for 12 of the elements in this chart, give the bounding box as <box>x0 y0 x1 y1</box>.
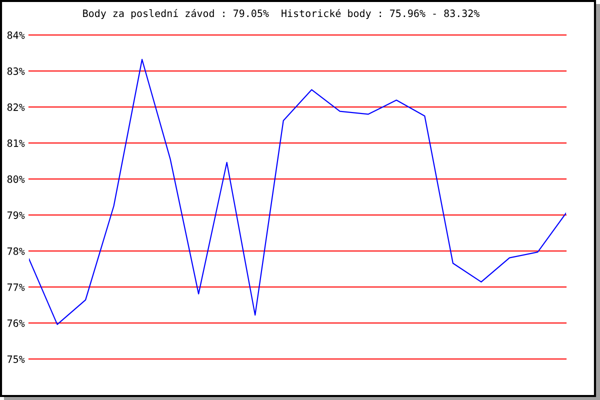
chart-title: Body za poslední závod : 79.05% Historické body : 75.96% - 83.32% <box>83 8 480 20</box>
y-tick-label: 83% <box>7 67 25 75</box>
y-tick-label: 76% <box>7 319 25 327</box>
line-series <box>29 58 566 325</box>
y-tick-label: 79% <box>7 211 25 219</box>
y-tick-label: 82% <box>7 103 25 111</box>
y-tick-label: 75% <box>7 356 25 363</box>
y-tick-label: 77% <box>7 284 25 291</box>
y-tick-label: 81% <box>7 139 25 147</box>
y-tick-label: 84% <box>7 31 25 39</box>
y-tick-label: 80% <box>7 175 25 183</box>
y-tick-label: 78% <box>7 247 25 255</box>
